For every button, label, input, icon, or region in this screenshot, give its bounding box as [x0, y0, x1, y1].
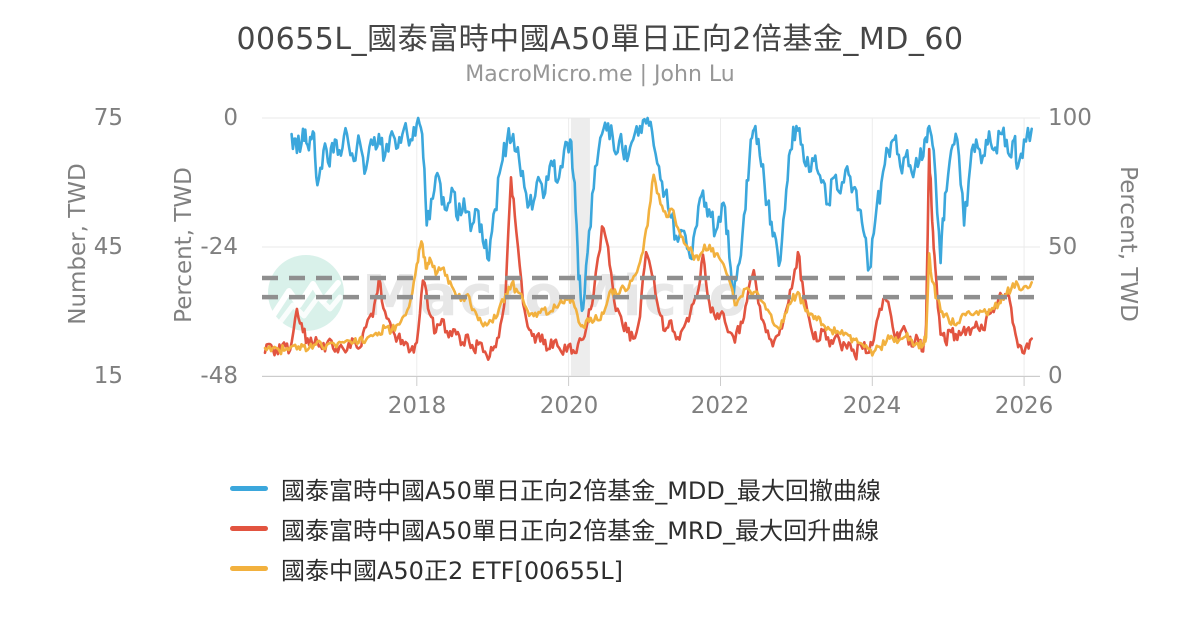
series-line-0 [290, 116, 1033, 313]
x-tick-2020: 2020 [539, 393, 599, 419]
x-tick-2024: 2024 [842, 393, 902, 419]
legend-swatch-etf [230, 565, 268, 571]
series-line-2 [263, 173, 1033, 357]
y-tick-percent-left: -48 [200, 363, 238, 389]
page-title: 00655L_國泰富時中國A50單日正向2倍基金_MD_60 [236, 22, 964, 57]
y-tick-number-left: 75 [93, 105, 123, 131]
y-tick-percent-right: 0 [1048, 363, 1063, 389]
x-tick-2018: 2018 [387, 393, 447, 419]
legend-label-mrd: 國泰富時中國A50單日正向2倍基金_MRD_最大回升曲線 [281, 516, 880, 545]
legend-item-etf[interactable]: 國泰中國A50正2 ETF[00655L] [230, 548, 881, 588]
legend-swatch-mdd [230, 485, 268, 491]
y-tick-percent-right: 50 [1048, 234, 1078, 260]
legend-label-mdd: 國泰富時中國A50單日正向2倍基金_MDD_最大回撤曲線 [281, 476, 881, 505]
page-subtitle: MacroMicro.me | John Lu [465, 62, 735, 87]
legend-swatch-mrd [230, 525, 268, 531]
series-lines [263, 116, 1033, 361]
legend-label-etf: 國泰中國A50正2 ETF[00655L] [281, 556, 623, 585]
x-axis-line [262, 376, 1040, 386]
x-tick-2026: 2026 [994, 393, 1054, 419]
legend-item-mdd[interactable]: 國泰富時中國A50單日正向2倍基金_MDD_最大回撤曲線 [230, 468, 881, 508]
y-tick-number-left: 45 [93, 234, 123, 260]
watermark-logo-zigzag2-icon [275, 294, 343, 328]
y-tick-percent-right: 100 [1048, 105, 1092, 131]
reference-lines [262, 275, 1040, 300]
legend-item-mrd[interactable]: 國泰富時中國A50單日正向2倍基金_MRD_最大回升曲線 [230, 508, 881, 548]
y-tick-percent-left: -24 [200, 234, 238, 260]
x-tick-2022: 2022 [690, 393, 750, 419]
legend: 國泰富時中國A50單日正向2倍基金_MDD_最大回撤曲線 國泰富時中國A50單日… [230, 468, 881, 588]
y-tick-percent-left: 0 [223, 105, 238, 131]
y-tick-number-left: 15 [93, 363, 123, 389]
